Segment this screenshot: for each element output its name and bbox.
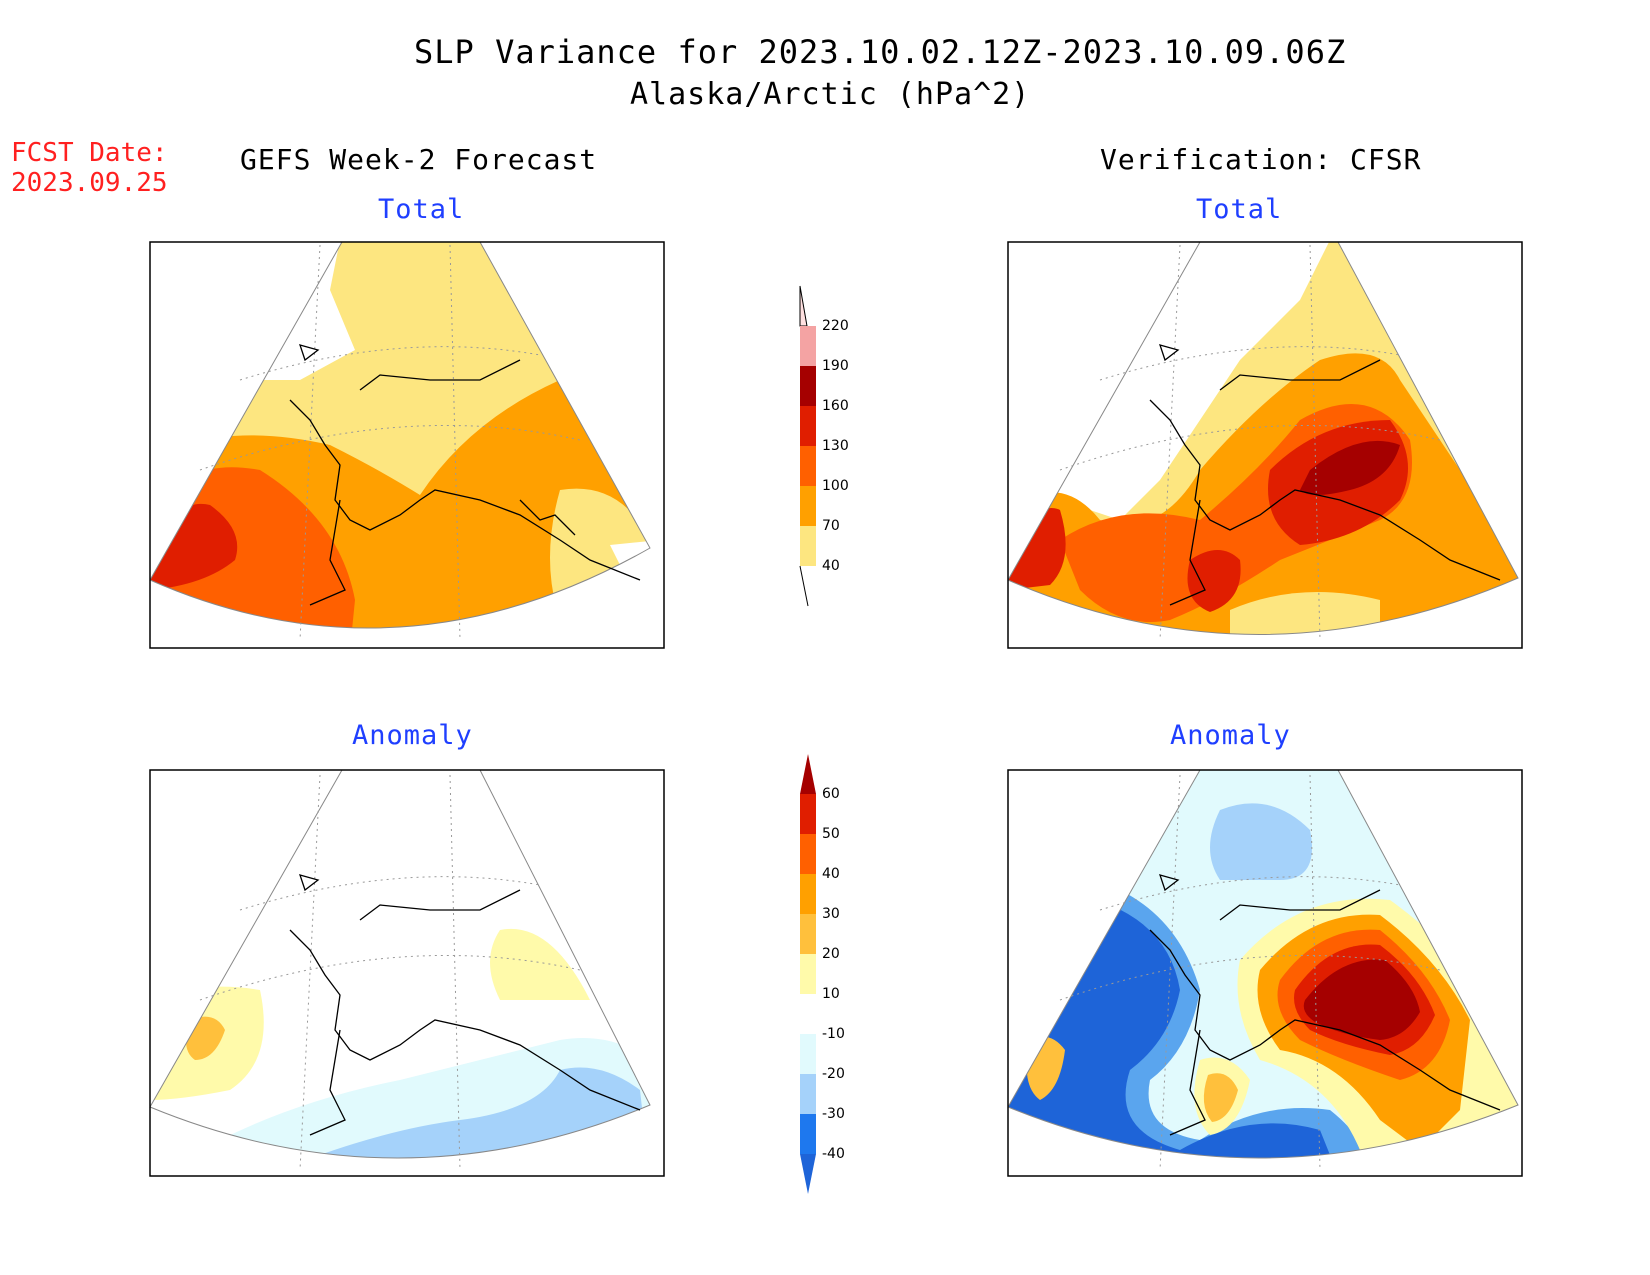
- colorbar-total-tick: 40: [822, 558, 840, 574]
- colorbar-total: [799, 285, 816, 607]
- map-frame-verification-anomaly: [1007, 769, 1523, 1177]
- panel-title-forecast-anomaly: Anomaly: [352, 720, 473, 751]
- map-frame-verification-total: [1007, 241, 1523, 649]
- map-verification-total: [1007, 241, 1519, 641]
- colorbar-total-tick: 190: [822, 358, 849, 374]
- coastline-outline: [289, 344, 641, 606]
- panel-title-verification-total: Total: [1196, 194, 1283, 225]
- colorbar-anomaly-tick: 40: [822, 866, 840, 882]
- colorbar-anomaly-tick: 20: [822, 946, 840, 962]
- column-title-verification: Verification: CFSR: [1100, 143, 1422, 176]
- map-frame-forecast-total: [149, 241, 665, 649]
- fcst-date-value: 2023.09.25: [11, 168, 168, 198]
- colorbar-anomaly-tick: -30: [822, 1106, 845, 1122]
- map-frame-forecast-anomaly: [149, 769, 665, 1177]
- colorbar-total-tick: 220: [822, 318, 849, 334]
- colorbar-anomaly-tick: 50: [822, 826, 840, 842]
- colorbar-total-tick: 70: [822, 518, 840, 534]
- colorbar-total-tick: 130: [822, 438, 849, 454]
- colorbar-anomaly-tick: -40: [822, 1146, 845, 1162]
- map-verification-anomaly: [1007, 769, 1519, 1171]
- map-forecast-anomaly: [149, 769, 651, 1171]
- panel-title-verification-anomaly: Anomaly: [1170, 720, 1291, 751]
- colorbar-anomaly-tick: 10: [822, 986, 840, 1002]
- chart-title: SLP Variance for 2023.10.02.12Z-2023.10.…: [414, 33, 1347, 71]
- colorbar-anomaly-tick: 60: [822, 786, 840, 802]
- map-forecast-total: [149, 241, 651, 641]
- column-title-forecast: GEFS Week-2 Forecast: [240, 143, 598, 176]
- colorbar-anomaly-tick: -10: [822, 1026, 845, 1042]
- colorbar-anomaly-tick: 30: [822, 906, 840, 922]
- colorbar-total-tick: 100: [822, 478, 849, 494]
- chart-subtitle: Alaska/Arctic (hPa^2): [630, 77, 1031, 112]
- panel-title-forecast-total: Total: [378, 194, 465, 225]
- colorbar-anomaly-tick: -20: [822, 1066, 845, 1082]
- fcst-date-label: FCST Date:: [11, 138, 168, 168]
- colorbar-total-tick: 160: [822, 398, 849, 414]
- colorbar-anomaly: [800, 754, 816, 1194]
